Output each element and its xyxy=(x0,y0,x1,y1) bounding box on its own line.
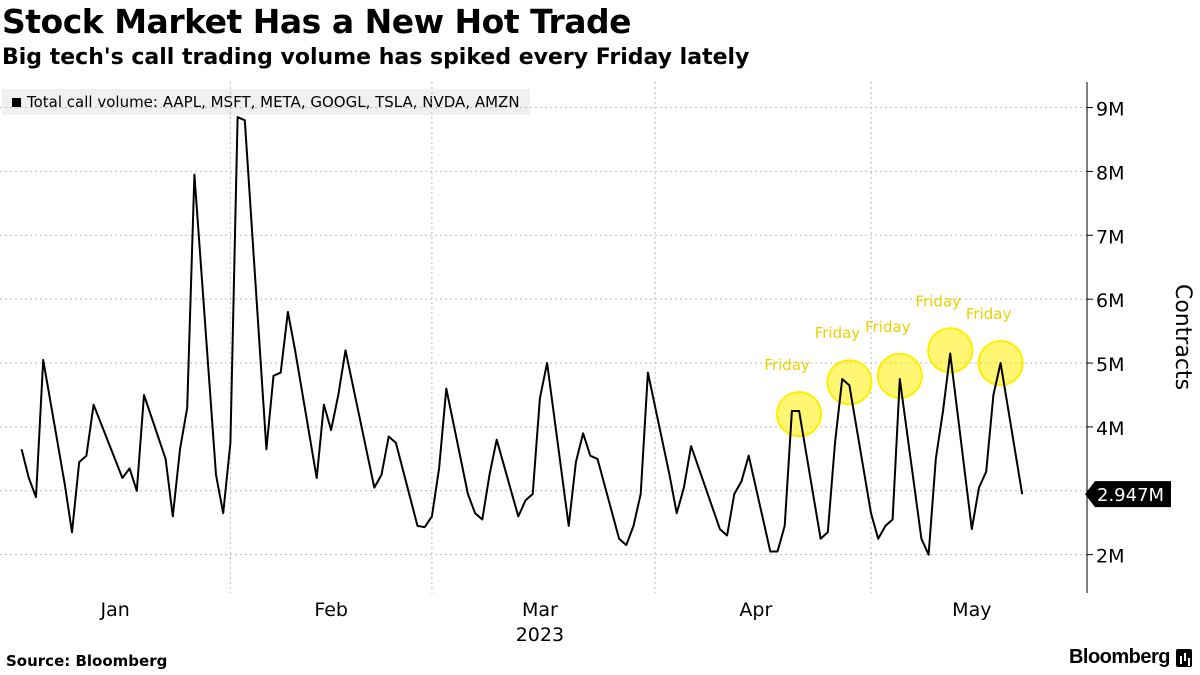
y-tick-label: 2M xyxy=(1096,546,1124,568)
friday-annotation-label: Friday xyxy=(915,292,961,310)
friday-highlight-circle xyxy=(826,359,873,406)
y-tick-label: 6M xyxy=(1096,290,1124,312)
y-axis-label: Contracts xyxy=(1170,284,1195,390)
friday-highlight-circle xyxy=(927,327,974,374)
last-value-label: 2.947M xyxy=(1097,485,1164,506)
y-tick-label: 5M xyxy=(1096,354,1124,376)
y-tick-label: 8M xyxy=(1096,162,1124,184)
x-year-label: 2023 xyxy=(516,624,564,646)
chart-title: Stock Market Has a New Hot Trade xyxy=(2,2,632,41)
x-tick-label: Feb xyxy=(314,599,348,621)
x-tick-label: May xyxy=(952,599,991,621)
y-tick-label: 9M xyxy=(1096,99,1124,121)
last-value-badge xyxy=(1085,481,1171,508)
legend-swatch xyxy=(12,97,21,107)
friday-annotation-label: Friday xyxy=(865,318,911,336)
source-note: Source: Bloomberg xyxy=(6,652,168,670)
chart-subtitle: Big tech's call trading volume has spike… xyxy=(2,45,750,70)
y-tick-label: 4M xyxy=(1096,418,1124,440)
friday-annotation-label: Friday xyxy=(966,305,1012,323)
friday-annotation-label: Friday xyxy=(815,324,861,342)
brand-logo: Bloomberg xyxy=(1069,646,1192,669)
x-tick-label: Apr xyxy=(739,599,772,621)
x-tick-label: Jan xyxy=(100,599,130,621)
x-tick-label: Mar xyxy=(522,599,558,621)
friday-annotation-label: Friday xyxy=(764,356,810,374)
legend: Total call volume: AAPL, MSFT, META, GOO… xyxy=(2,89,530,115)
call-volume-line xyxy=(20,116,1024,556)
brand-name: Bloomberg xyxy=(1068,646,1171,668)
bloomberg-terminal-icon xyxy=(1176,648,1192,667)
y-tick-label: 7M xyxy=(1096,226,1124,248)
legend-label: Total call volume: AAPL, MSFT, META, GOO… xyxy=(27,93,520,111)
